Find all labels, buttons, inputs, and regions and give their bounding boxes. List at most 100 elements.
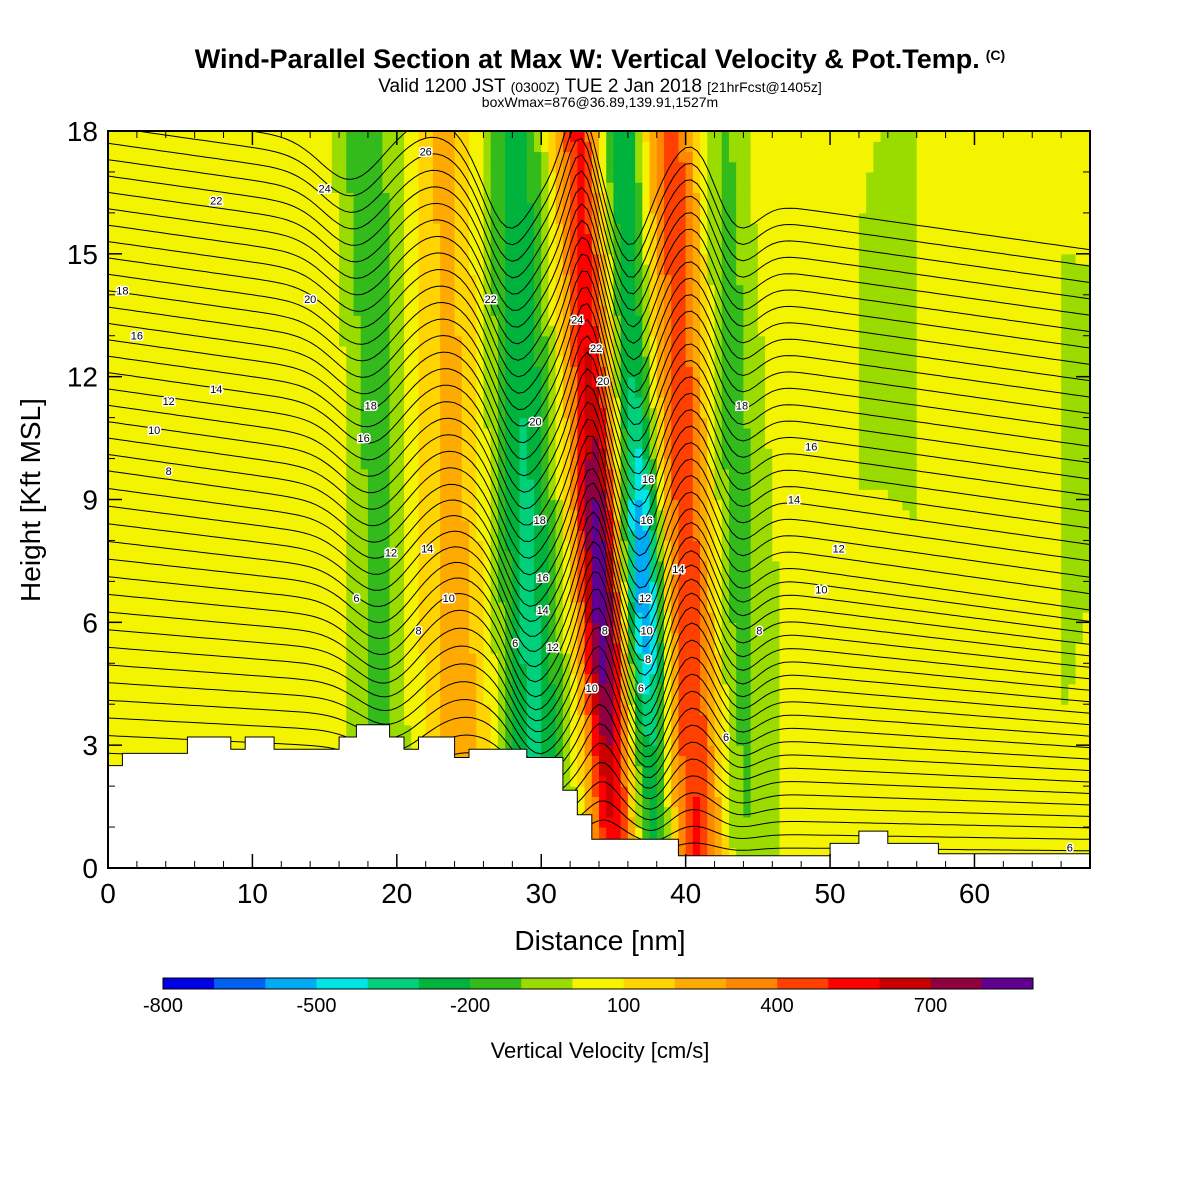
velocity-cell [360,622,369,634]
velocity-cell [216,468,225,480]
velocity-cell [295,233,304,245]
velocity-cell [454,202,463,214]
velocity-cell [151,274,160,286]
velocity-cell [562,284,571,296]
velocity-cell [584,171,593,183]
velocity-cell [151,693,160,705]
velocity-cell [216,131,225,142]
velocity-cell [252,724,261,736]
velocity-cell [129,724,138,736]
velocity-cell [172,612,181,623]
velocity-cell [266,591,275,603]
velocity-cell [461,223,470,234]
velocity-cell [302,601,311,613]
velocity-cell [115,161,124,173]
velocity-cell [534,642,542,654]
velocity-cell [136,458,145,470]
velocity-cell [353,274,362,286]
velocity-cell [534,212,542,224]
velocity-cell [259,161,268,173]
velocity-cell [136,407,145,419]
velocity-cell [230,151,239,163]
velocity-cell [497,530,506,542]
velocity-cell [346,131,355,142]
velocity-cell [201,274,210,286]
velocity-cell [281,438,290,449]
velocity-cell [584,438,593,449]
velocity-cell [360,489,369,501]
velocity-cell [216,581,225,593]
velocity-cell [165,284,174,296]
velocity-cell [599,622,607,634]
velocity-cell [310,663,318,675]
velocity-cell [562,131,571,142]
velocity-cell [411,438,420,449]
velocity-cell [237,335,246,347]
velocity-cell [541,253,550,265]
velocity-cell [469,438,477,449]
velocity-cell [187,683,196,695]
velocity-cell [115,693,124,705]
velocity-cell [331,243,340,255]
velocity-cell [158,192,167,204]
velocity-cell [237,499,246,511]
velocity-cell [526,458,535,470]
velocity-cell [252,489,261,501]
velocity-cell [360,479,369,490]
velocity-cell [317,591,326,603]
velocity-cell [534,376,542,388]
velocity-cell [339,171,347,183]
velocity-cell [411,305,420,316]
velocity-cell [288,571,297,582]
velocity-cell [194,131,203,142]
velocity-cell [281,683,290,695]
velocity-cell [144,151,152,163]
velocity-cell [469,243,477,255]
velocity-cell [194,212,203,224]
velocity-cell [541,141,550,153]
velocity-cell [505,325,513,337]
velocity-cell [151,724,160,736]
velocity-cell [447,294,456,306]
velocity-cell [108,264,116,275]
velocity-cell [425,704,434,716]
velocity-cell [274,243,282,255]
velocity-cell [346,264,355,275]
velocity-cell [165,745,174,757]
velocity-cell [404,468,412,480]
velocity-cell [526,489,535,501]
velocity-cell [180,366,189,378]
velocity-cell [541,366,550,378]
velocity-cell [259,284,268,296]
velocity-cell [577,294,586,306]
velocity-cell [483,591,492,603]
velocity-cell [237,274,246,286]
velocity-cell [389,264,398,275]
velocity-cell [483,704,492,716]
velocity-cell [584,663,593,675]
velocity-cell [331,673,340,685]
velocity-cell [274,407,282,419]
velocity-cell [440,438,448,449]
velocity-cell [108,161,116,173]
velocity-cell [404,325,412,337]
velocity-cell [396,642,405,654]
velocity-cell [512,632,521,644]
velocity-cell [505,161,513,173]
velocity-cell [122,161,131,173]
velocity-cell [418,243,427,255]
velocity-cell [180,386,189,398]
velocity-cell [404,550,412,562]
velocity-cell [360,212,369,224]
velocity-cell [295,612,304,623]
velocity-cell [187,489,196,501]
velocity-cell [331,161,340,173]
velocity-cell [108,642,116,654]
velocity-cell [411,427,420,439]
velocity-cell [418,417,427,429]
velocity-cell [187,519,196,531]
velocity-cell [562,519,571,531]
velocity-cell [497,182,506,194]
velocity-cell [346,202,355,214]
velocity-cell [418,540,427,552]
